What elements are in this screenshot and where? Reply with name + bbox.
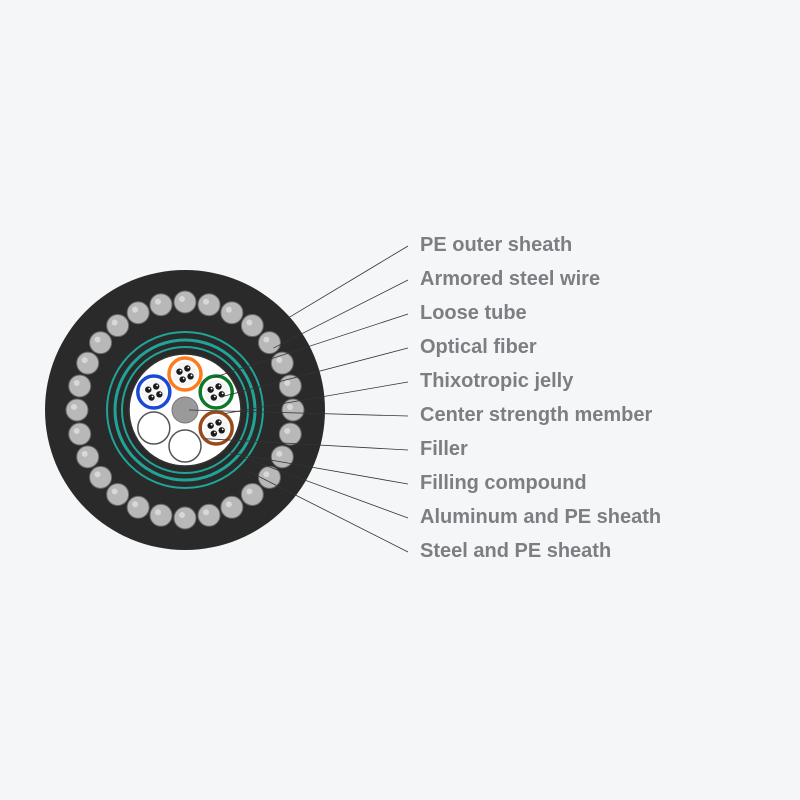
component-label: Optical fiber [420,336,537,359]
component-label: Filling compound [420,472,587,495]
component-label: Center strength member [420,404,652,427]
component-label: Loose tube [420,302,527,325]
cable-cross-section-diagram [0,0,800,800]
component-label: Aluminum and PE sheath [420,506,661,529]
component-label: PE outer sheath [420,234,572,257]
component-label: Armored steel wire [420,268,600,291]
component-label: Steel and PE sheath [420,540,611,563]
component-label: Filler [420,438,468,461]
component-label: Thixotropic jelly [420,370,573,393]
